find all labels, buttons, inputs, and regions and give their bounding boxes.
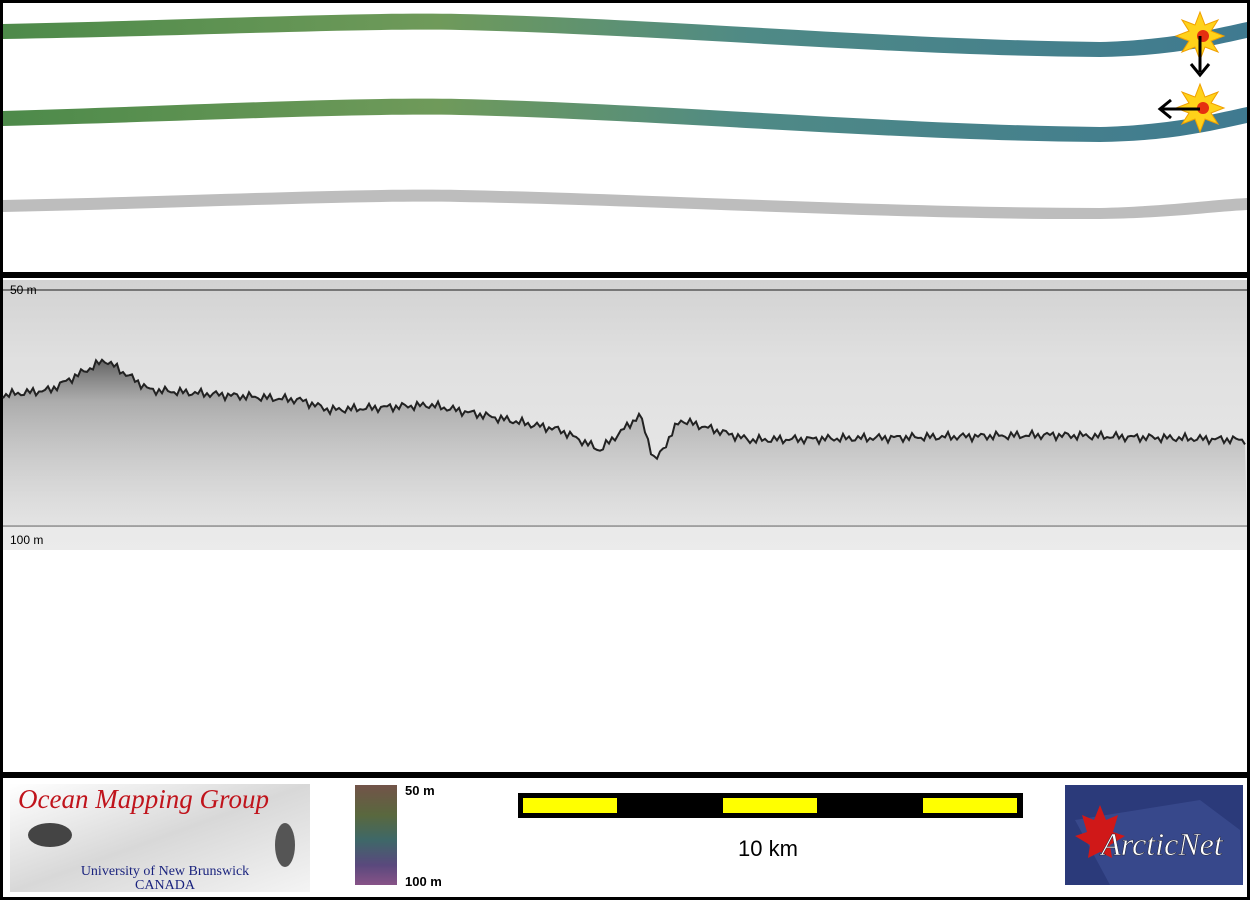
logo-text: CANADA (135, 878, 196, 893)
backscatter-strip (3, 189, 1247, 220)
omg-logo: Ocean Mapping Group University of New Br… (10, 784, 310, 893)
scale-label: 10 km (738, 836, 798, 861)
seabed-shadow (3, 359, 1247, 526)
logo-text: ArcticNet (1099, 826, 1224, 862)
swath-strip (3, 98, 1247, 142)
logo-title: Ocean Mapping Group (18, 784, 269, 814)
depth-label: 50 m (10, 283, 37, 297)
echogram-seabed (2, 358, 1247, 526)
ship-marker (1157, 82, 1226, 134)
seabed-line (2, 358, 1246, 461)
colorbar-shade (355, 785, 397, 885)
depth-label: 100 m (10, 533, 43, 547)
logo-text: University of New Brunswick (81, 864, 249, 879)
colorbar-label: 100 m (405, 874, 442, 889)
colorbar-label: 50 m (405, 783, 435, 798)
scale-bar (518, 793, 1023, 818)
arcticnet-logo: ArcticNet (1065, 785, 1243, 885)
ship-marker (1174, 10, 1226, 78)
colorbar (355, 785, 397, 885)
swath-strip (3, 13, 1247, 57)
